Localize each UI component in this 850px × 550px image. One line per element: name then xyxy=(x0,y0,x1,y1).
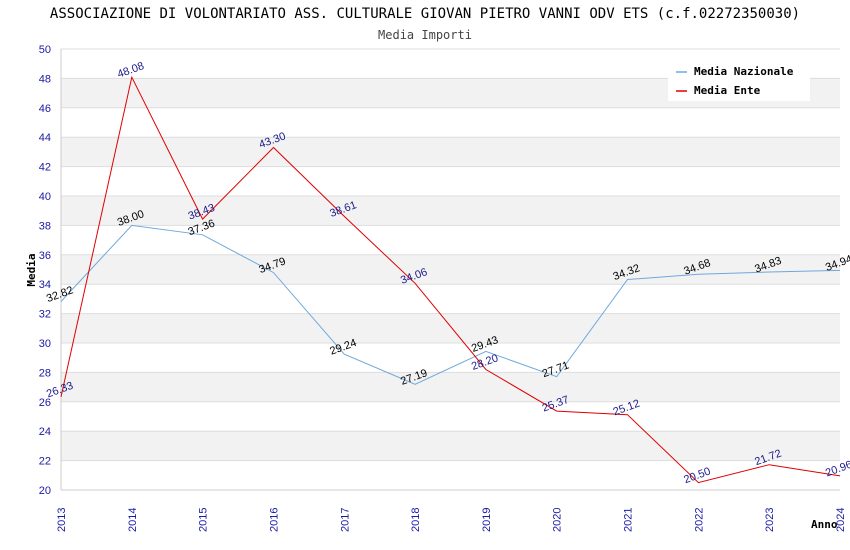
y-tick-label: 46 xyxy=(39,103,51,115)
x-tick-label: 2014 xyxy=(127,508,139,532)
data-label: 48.08 xyxy=(116,60,146,81)
y-axis-label: Media xyxy=(25,253,38,286)
grid-band xyxy=(61,372,840,402)
x-axis-label: Anno xyxy=(811,518,838,531)
grid-band xyxy=(61,254,840,285)
x-tick-label: 2013 xyxy=(56,508,68,532)
series-line-1 xyxy=(60,75,841,484)
y-tick-label: 28 xyxy=(39,367,51,379)
grid-band xyxy=(61,431,840,461)
y-tick-label: 40 xyxy=(39,191,51,203)
x-tick-label: 2018 xyxy=(410,508,422,532)
grid-band xyxy=(61,137,840,167)
grid-band xyxy=(61,196,840,226)
x-tick-label: 2022 xyxy=(693,508,705,532)
y-tick-label: 26 xyxy=(39,397,51,409)
legend-box xyxy=(668,58,810,101)
y-tick-label: 20 xyxy=(39,485,51,497)
y-tick-label: 32 xyxy=(39,309,51,321)
y-tick-label: 42 xyxy=(39,162,51,174)
data-label: 20.50 xyxy=(682,465,712,486)
x-tick-label: 2023 xyxy=(764,508,776,532)
y-tick-label: 44 xyxy=(39,132,51,144)
axes xyxy=(60,49,840,491)
chart-subtitle: Media Importi xyxy=(378,28,472,42)
y-tick-label: 36 xyxy=(39,250,51,262)
chart-title: ASSOCIAZIONE DI VOLONTARIATO ASS. CULTUR… xyxy=(50,6,800,22)
y-tick-labels: 20 22 24 26 28 30 32 34 36 38 40 42 44 46 48 50 xyxy=(39,44,51,497)
x-tick-label: 2015 xyxy=(198,508,210,532)
series-line-0 xyxy=(60,224,841,385)
x-tick-labels: 2013 2014 2015 2016 2017 2018 2019 2020 2021 2022… xyxy=(56,508,847,532)
x-tick-label: 2024 xyxy=(835,508,847,532)
data-label: 20.96 xyxy=(824,459,850,480)
y-tick-label: 50 xyxy=(39,44,51,56)
x-tick-label: 2016 xyxy=(268,508,280,532)
legend-label-nazionale: Media Nazionale xyxy=(694,65,794,78)
y-tick-label: 30 xyxy=(39,338,51,350)
legend: Media Nazionale Media Ente xyxy=(668,58,810,101)
grid-band xyxy=(61,313,840,343)
y-tick-label: 22 xyxy=(39,456,51,468)
y-tick-label: 24 xyxy=(39,426,51,438)
y-tick-label: 48 xyxy=(39,73,51,85)
x-tick-label: 2020 xyxy=(552,508,564,532)
x-tick-label: 2019 xyxy=(481,508,493,532)
y-tick-label: 34 xyxy=(39,279,51,291)
series-group xyxy=(60,75,841,484)
y-tick-label: 38 xyxy=(39,220,51,232)
legend-label-ente: Media Ente xyxy=(694,84,761,97)
grid-lines xyxy=(61,48,840,491)
x-tick-label: 2017 xyxy=(339,508,351,532)
x-tick-label: 2021 xyxy=(623,508,635,532)
grid-bands xyxy=(61,78,840,461)
